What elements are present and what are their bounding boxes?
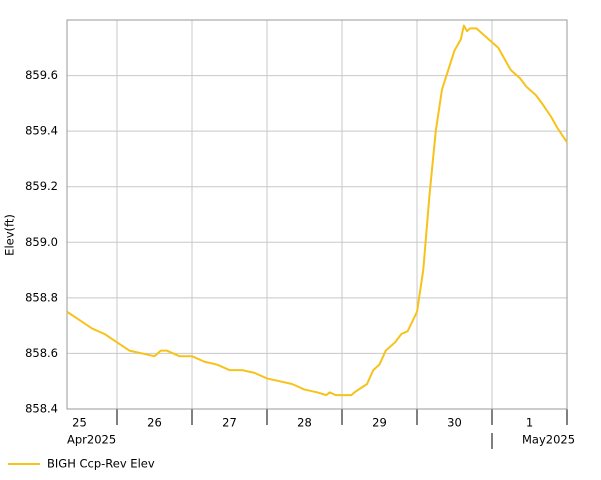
data-line — [66, 24, 568, 397]
y-axis-label: Elev(ft) — [3, 214, 17, 256]
month-label: Apr2025 — [67, 433, 116, 447]
y-tick-label: 858.6 — [25, 346, 58, 360]
y-tick-label: 858.4 — [25, 402, 58, 416]
x-tick-label: 30 — [447, 416, 462, 430]
y-tick-label: 858.8 — [25, 290, 58, 304]
legend-label: BIGH Ccp-Rev Elev — [47, 457, 155, 471]
y-tick-label: 859.2 — [25, 179, 58, 193]
month-label: May2025 — [522, 433, 575, 447]
x-tick-label: 26 — [147, 416, 162, 430]
x-tick-label: 29 — [372, 416, 387, 430]
y-tick-label: 859.0 — [25, 235, 58, 249]
plot-border — [66, 19, 568, 410]
y-tick-label: 859.4 — [25, 124, 58, 138]
x-tick-label: 1 — [526, 416, 533, 430]
x-tick-label: 28 — [297, 416, 312, 430]
x-tick-label: 25 — [72, 416, 87, 430]
y-tick-label: 859.6 — [25, 68, 58, 82]
x-tick-label: 27 — [222, 416, 237, 430]
